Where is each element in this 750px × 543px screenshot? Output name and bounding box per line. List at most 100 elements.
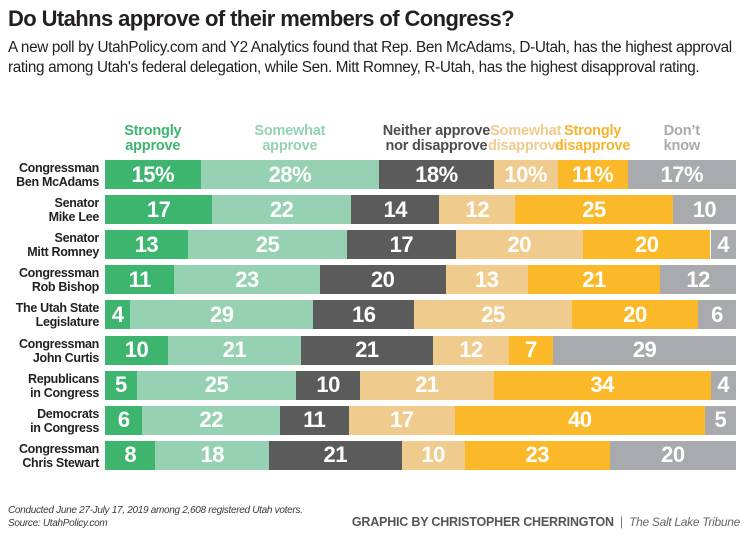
- legend-item: Somewhat disapprove: [487, 123, 564, 154]
- bar-segment: 25: [136, 370, 297, 400]
- data-label: 14: [383, 196, 408, 222]
- data-label: 16: [351, 301, 376, 327]
- bar-segment: 29: [130, 300, 314, 330]
- bar-segment: 14: [351, 195, 440, 225]
- data-label: 20: [635, 231, 659, 257]
- data-label: 13: [475, 266, 499, 292]
- chart-subtitle: A new poll by UtahPolicy.com and Y2 Anal…: [8, 39, 732, 76]
- data-label: 6: [711, 301, 723, 327]
- row-label: Congressman Rob Bishop: [18, 266, 99, 295]
- legend-item: Strongly approve: [124, 123, 182, 154]
- data-label: 23: [525, 442, 549, 468]
- data-label: 5: [115, 372, 127, 398]
- data-label: 12: [459, 337, 483, 362]
- graphic-credit: GRAPHIC BY CHRISTOPHER CHERRINGTON: [351, 515, 614, 529]
- bar-segment: 28%: [200, 160, 380, 189]
- chart-title: Do Utahns approve of their members of Co…: [8, 6, 515, 31]
- bar-segment: 25: [414, 300, 572, 330]
- data-label: 20: [623, 301, 647, 327]
- bar-segment: 25: [515, 195, 673, 225]
- bar-segment: 6: [105, 405, 143, 435]
- data-label: 23: [235, 266, 259, 292]
- source-note: Conducted June 27-July 17, 2019 among 2,…: [8, 505, 303, 529]
- bar-segment: 4: [105, 300, 131, 330]
- data-label: 17: [146, 196, 171, 222]
- bar-segment: 13: [105, 230, 188, 260]
- data-label: 29: [632, 337, 657, 362]
- bar-segment: 11: [105, 265, 175, 295]
- data-label: 17: [389, 231, 414, 257]
- legend-item: Don’t know: [663, 123, 700, 154]
- data-label: 11: [128, 266, 152, 292]
- data-label: 21: [222, 337, 247, 362]
- bar-segment: 40: [454, 405, 705, 435]
- bar-segment: 7: [508, 335, 553, 365]
- row-label: Democrats in Congress: [30, 406, 99, 435]
- row-label: Congressman Chris Stewart: [18, 441, 99, 470]
- publisher-name: The Salt Lake Tribune: [629, 515, 740, 529]
- credit-line: GRAPHIC BY CHRISTOPHER CHERRINGTON | The S…: [352, 515, 740, 529]
- bar-segment: 21: [527, 265, 661, 295]
- data-label: 12: [465, 196, 490, 222]
- data-label: 10: [316, 372, 340, 398]
- row-label: The Utah State Legislature: [15, 301, 100, 330]
- data-label: 10: [421, 442, 445, 468]
- data-label: 21: [582, 266, 606, 292]
- bar-segment: 34: [493, 370, 711, 400]
- data-label: 20: [661, 442, 685, 468]
- data-label: 18: [200, 442, 225, 468]
- bar-segment: 21: [359, 370, 494, 400]
- bar-segment: 6: [698, 300, 736, 330]
- data-label: 25: [255, 231, 280, 257]
- bar-segment: 21: [300, 335, 434, 365]
- bar-segment: 21: [269, 440, 402, 470]
- bar-segment: 11%: [557, 160, 628, 189]
- row-label: Republicans in Congress: [27, 371, 99, 400]
- bar-segment: 23: [464, 440, 610, 470]
- data-label: 21: [355, 337, 379, 362]
- bar-segment: 17%: [627, 160, 736, 189]
- bar-segment: 4: [710, 230, 736, 260]
- bar-segment: 10: [296, 370, 360, 400]
- row-label: Senator Mike Lee: [48, 196, 100, 225]
- bar-segment: 10: [672, 195, 736, 225]
- data-label: 22: [199, 407, 223, 433]
- bar-segment: 16: [313, 300, 415, 330]
- data-label: 11: [303, 407, 326, 433]
- data-label: 29: [209, 301, 234, 327]
- data-label: 25: [582, 196, 606, 222]
- row-label: Congressman Ben McAdams: [16, 161, 99, 189]
- row-label: Congressman John Curtis: [18, 336, 99, 365]
- bar-segment: 17: [105, 195, 213, 225]
- data-label: 34: [590, 372, 614, 398]
- bar-segment: 5: [704, 405, 736, 435]
- data-label: 7: [525, 337, 537, 362]
- bar-segment: 22: [142, 405, 280, 435]
- bar-segment: 17: [348, 405, 455, 435]
- data-label: 40: [568, 407, 592, 433]
- data-label: 18%: [415, 161, 458, 187]
- bar-segment: 5: [105, 370, 137, 400]
- data-label: 15%: [131, 161, 175, 187]
- data-label: 25: [204, 372, 229, 398]
- bar-segment: 13: [445, 265, 528, 295]
- credit-separator: |: [619, 515, 624, 529]
- bar-segment: 10: [401, 440, 465, 470]
- data-label: 11%: [571, 161, 614, 187]
- bar-segment: 23: [174, 265, 320, 295]
- data-label: 8: [124, 442, 137, 468]
- bar-segment: 29: [553, 335, 736, 365]
- bar-segment: 20: [319, 265, 446, 295]
- bar-segment: 20: [609, 440, 736, 470]
- data-label: 17: [390, 407, 414, 433]
- bar-segment: 15%: [105, 160, 201, 189]
- bar-segment: 12: [439, 195, 516, 225]
- bar-segment: 17: [347, 230, 456, 260]
- bar-segment: 20: [455, 230, 584, 260]
- legend-item: Neither approve nor disapprove: [382, 123, 491, 154]
- bar-segment: 8: [105, 440, 156, 470]
- bar-segment: 20: [571, 300, 699, 330]
- data-label: 21: [323, 442, 348, 468]
- legend-item: Somewhat approve: [254, 123, 326, 154]
- bar-segment: 12: [660, 265, 736, 295]
